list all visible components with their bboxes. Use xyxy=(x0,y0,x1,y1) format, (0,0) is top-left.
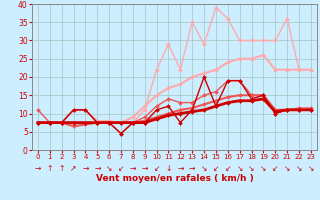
Text: ↘: ↘ xyxy=(284,164,290,173)
X-axis label: Vent moyen/en rafales ( km/h ): Vent moyen/en rafales ( km/h ) xyxy=(96,174,253,183)
Text: ↙: ↙ xyxy=(272,164,278,173)
Text: ↓: ↓ xyxy=(165,164,172,173)
Text: →: → xyxy=(35,164,41,173)
Text: ↘: ↘ xyxy=(308,164,314,173)
Text: ↘: ↘ xyxy=(106,164,112,173)
Text: ↘: ↘ xyxy=(260,164,267,173)
Text: →: → xyxy=(94,164,100,173)
Text: ↘: ↘ xyxy=(201,164,207,173)
Text: ↙: ↙ xyxy=(153,164,160,173)
Text: →: → xyxy=(177,164,184,173)
Text: ↙: ↙ xyxy=(118,164,124,173)
Text: ↑: ↑ xyxy=(59,164,65,173)
Text: ↘: ↘ xyxy=(296,164,302,173)
Text: ↗: ↗ xyxy=(70,164,77,173)
Text: ↘: ↘ xyxy=(236,164,243,173)
Text: ↑: ↑ xyxy=(47,164,53,173)
Text: →: → xyxy=(189,164,196,173)
Text: →: → xyxy=(141,164,148,173)
Text: ↙: ↙ xyxy=(225,164,231,173)
Text: →: → xyxy=(130,164,136,173)
Text: ↙: ↙ xyxy=(213,164,219,173)
Text: →: → xyxy=(82,164,89,173)
Text: ↘: ↘ xyxy=(248,164,255,173)
